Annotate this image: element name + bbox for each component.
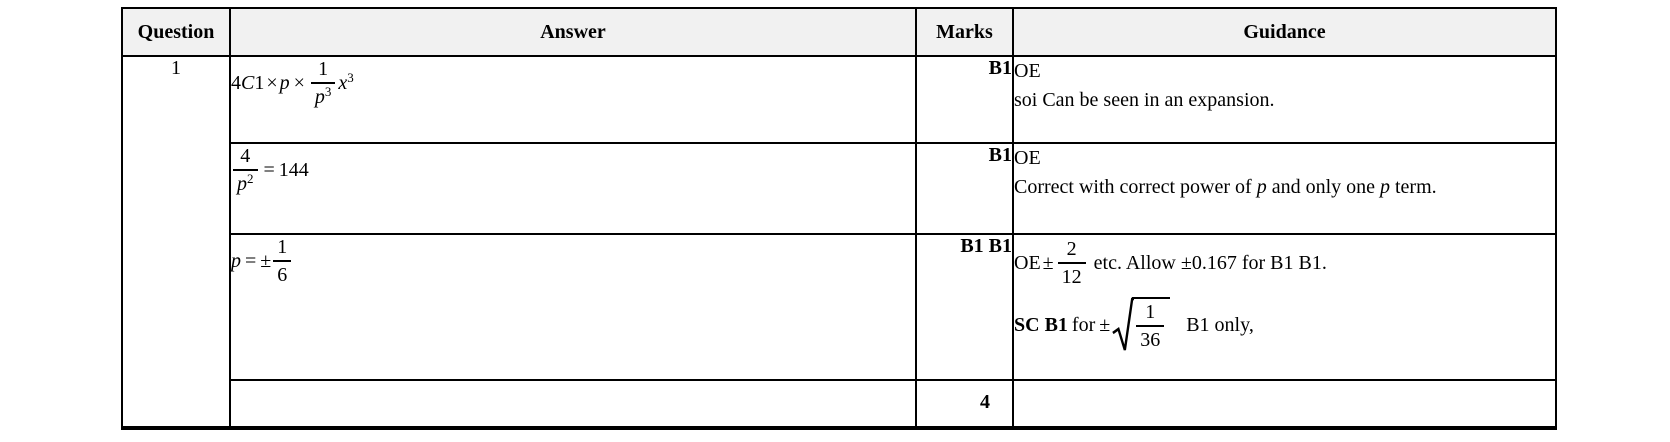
guidance-line: soi Can be seen in an expansion.	[1014, 89, 1275, 111]
guidance-line: OE ±2 12 etc. Allow ±0.167 for B1 B1.	[1014, 237, 1555, 289]
binomial-k: 1	[254, 71, 265, 94]
mark-scheme-table: Question Answer Marks Guidance 1 4 C 1 × p × 1…	[121, 7, 1557, 430]
fraction: 2 12	[1057, 237, 1086, 289]
plus-minus-sign: ±	[260, 249, 272, 272]
question-number: 1	[171, 57, 181, 79]
square-root: 1 36	[1112, 297, 1171, 353]
special-case-label: SC B1	[1014, 313, 1068, 336]
row-3: p = ±1 6 B1 B1 OE ±2 12 etc. Allow ±0.167 for …	[122, 233, 1557, 381]
guidance-line: SC B1 for ±1 36 B1 only,	[1014, 297, 1555, 353]
variable-p: p	[314, 86, 325, 108]
fraction-numerator: 4	[240, 145, 251, 167]
x-cubed: x3	[338, 69, 354, 95]
fraction-numerator: 1	[277, 236, 288, 258]
exponent: 3	[347, 69, 354, 85]
fraction-numerator: 2	[1066, 238, 1077, 260]
equals-sign: =	[263, 158, 275, 181]
fraction-numerator: 1	[1145, 301, 1156, 323]
fraction-denominator: 12	[1057, 262, 1086, 289]
variable-p: p	[231, 249, 241, 272]
guidance-cell-1: OE soi Can be seen in an expansion.	[1012, 55, 1557, 144]
answer-cell-2: 4 p2 = 144	[229, 142, 917, 235]
equals-sign: =	[245, 249, 257, 272]
header-row: Question Answer Marks Guidance	[121, 7, 1557, 57]
guidance-cell-empty	[1012, 379, 1557, 429]
radical-sign-icon	[1112, 297, 1135, 351]
answer-formula-term: 4 C 1 × p × 1 p3 x3	[231, 57, 354, 109]
times-sign: ×	[266, 71, 278, 94]
fraction: 1 36	[1136, 300, 1165, 352]
binomial-c: C	[241, 71, 255, 94]
marks-cell-2: B1	[915, 142, 1014, 235]
coefficient: 4	[231, 71, 241, 94]
guidance-text: term.	[1395, 176, 1437, 198]
plus-minus-sign: ±	[1099, 313, 1111, 336]
variable-p: p	[1380, 176, 1390, 198]
fraction-numerator: 1	[318, 58, 329, 80]
question-number-cell: 1	[121, 55, 231, 429]
answer-equation: 4 p2 = 144	[231, 144, 309, 196]
answer-cell-1: 4 C 1 × p × 1 p3 x3	[229, 55, 917, 144]
col-header-guidance: Guidance	[1012, 7, 1557, 57]
guidance-text: OE	[1014, 251, 1041, 274]
col-header-marks: Marks	[915, 7, 1014, 57]
variable-p: p	[237, 173, 247, 195]
fraction-denominator: p2	[233, 169, 258, 196]
answer-cell-3: p = ±1 6	[229, 233, 917, 381]
times-sign: ×	[293, 71, 305, 94]
variable-p: p	[279, 71, 290, 94]
fraction: 1 p3	[310, 57, 336, 109]
guidance-line: OE	[1014, 147, 1041, 169]
guidance-line: OE	[1014, 60, 1041, 82]
answer-equation: p = ±1 6	[231, 235, 293, 287]
guidance-text: and only one	[1271, 176, 1375, 198]
marks-cell-3: B1 B1	[915, 233, 1014, 381]
col-header-answer: Answer	[229, 7, 917, 57]
plus-minus-sign: ±	[1042, 251, 1054, 274]
row-total: 4	[122, 379, 1557, 429]
guidance-text: for	[1071, 313, 1096, 336]
marks-cell-1: B1	[915, 55, 1014, 144]
fraction-denominator: 6	[273, 260, 292, 287]
row-1: 1 4 C 1 × p × 1 p3 x3 B1 OE soi Can be seen in a…	[121, 55, 1557, 429]
guidance-cell-3: OE ±2 12 etc. Allow ±0.167 for B1 B1. SC B1…	[1012, 233, 1557, 381]
fraction: 4 p2	[233, 144, 258, 196]
total-marks-cell: 4	[915, 379, 1014, 429]
answer-cell-empty	[229, 379, 917, 429]
guidance-line: Correct with correct power of p and only…	[1014, 173, 1555, 202]
guidance-text: B1 only,	[1186, 313, 1254, 336]
exponent: 2	[247, 170, 254, 186]
variable-p: p	[1256, 176, 1267, 198]
equation-value: 144	[278, 158, 309, 181]
fraction-denominator: p3	[310, 82, 336, 109]
col-header-question: Question	[121, 7, 231, 57]
guidance-text: etc. Allow ±0.167 for B1 B1.	[1093, 251, 1327, 274]
row-2: 4 p2 = 144 B1 OE Correct with correct power…	[122, 142, 1557, 235]
guidance-text: Correct with correct power of	[1014, 176, 1252, 198]
guidance-cell-2: OE Correct with correct power of p and o…	[1012, 142, 1557, 235]
variable-x: x	[338, 71, 348, 94]
radicand: 1 36	[1132, 297, 1171, 352]
fraction-denominator: 36	[1136, 325, 1165, 352]
exponent: 3	[324, 83, 332, 99]
